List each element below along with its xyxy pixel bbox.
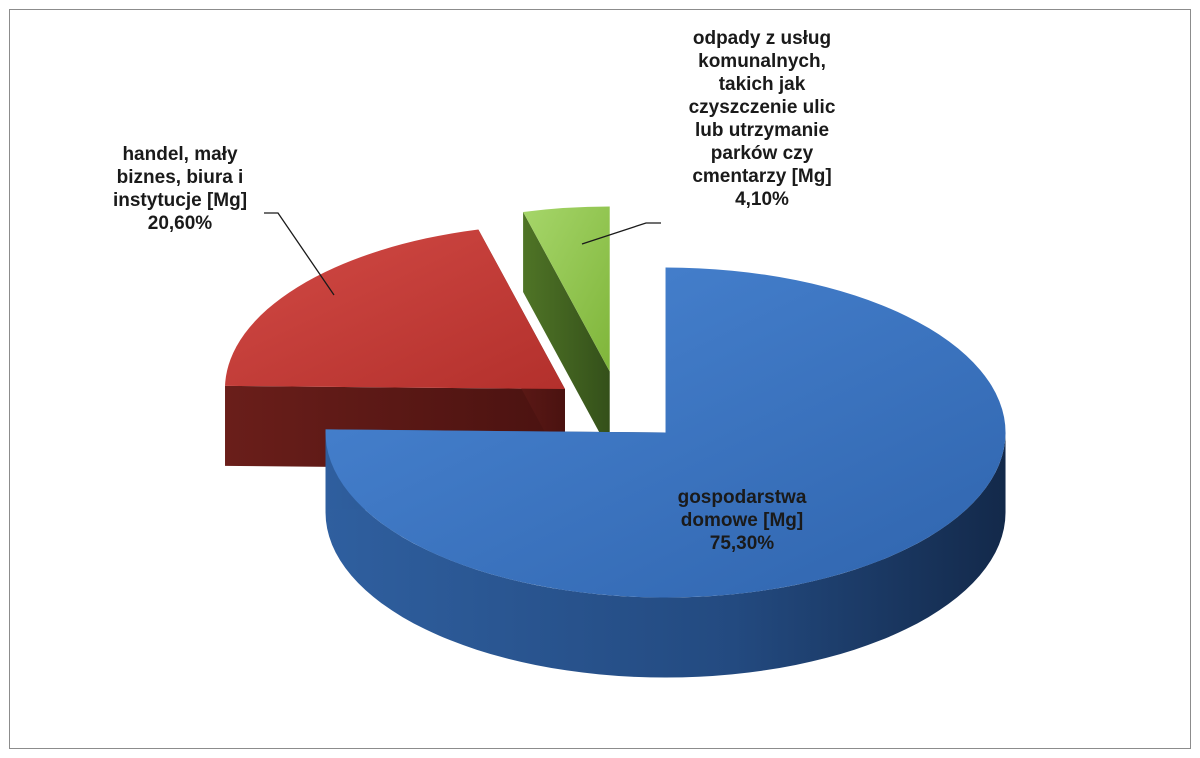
leader-lines — [264, 212, 661, 296]
slice-side-2 — [523, 211, 610, 452]
slice-label-line: domowe [Mg] — [681, 510, 803, 531]
slice-label-line: biznes, biura i — [117, 167, 244, 188]
slice-label-line: takich jak — [719, 74, 806, 95]
slice-outer-wall-0 — [325, 432, 1006, 678]
slice-label-2: odpady z usług komunalnych, takich jak czys… — [689, 28, 836, 210]
slice-label-line: gospodarstwa — [678, 487, 807, 508]
slice-label-1: handel, mały biznes, biura i instytucje [M… — [113, 144, 247, 234]
pie-tops — [225, 206, 1006, 598]
leader-line-1 — [264, 212, 335, 296]
slice-label-line: 4,10% — [735, 189, 789, 210]
slice-label-line: czyszczenie ulic — [689, 97, 836, 118]
slice-label-line: odpady z usług — [693, 28, 831, 49]
leader-line-2 — [581, 222, 661, 245]
slice-label-line: instytucje [Mg] — [113, 190, 247, 211]
pie-slice-2 — [523, 206, 610, 372]
slice-label-0: gospodarstwa domowe [Mg] 75,30% — [678, 487, 807, 554]
pie-slice-1 — [225, 229, 565, 390]
slice-labels: gospodarstwa domowe [Mg] 75,30% handel, mał… — [113, 28, 836, 554]
slice-label-line: handel, mały — [122, 144, 238, 165]
slice-label-line: 75,30% — [710, 533, 775, 554]
slice-label-line: 20,60% — [148, 213, 213, 234]
slice-label-line: lub utrzymanie — [695, 120, 829, 141]
slice-label-line: parków czy — [711, 143, 814, 164]
pie-slice-0 — [325, 267, 1006, 598]
slice-cut-wall-2-0 — [523, 211, 610, 452]
slice-label-line: cmentarzy [Mg] — [692, 166, 831, 187]
slice-label-line: komunalnych, — [698, 51, 826, 72]
